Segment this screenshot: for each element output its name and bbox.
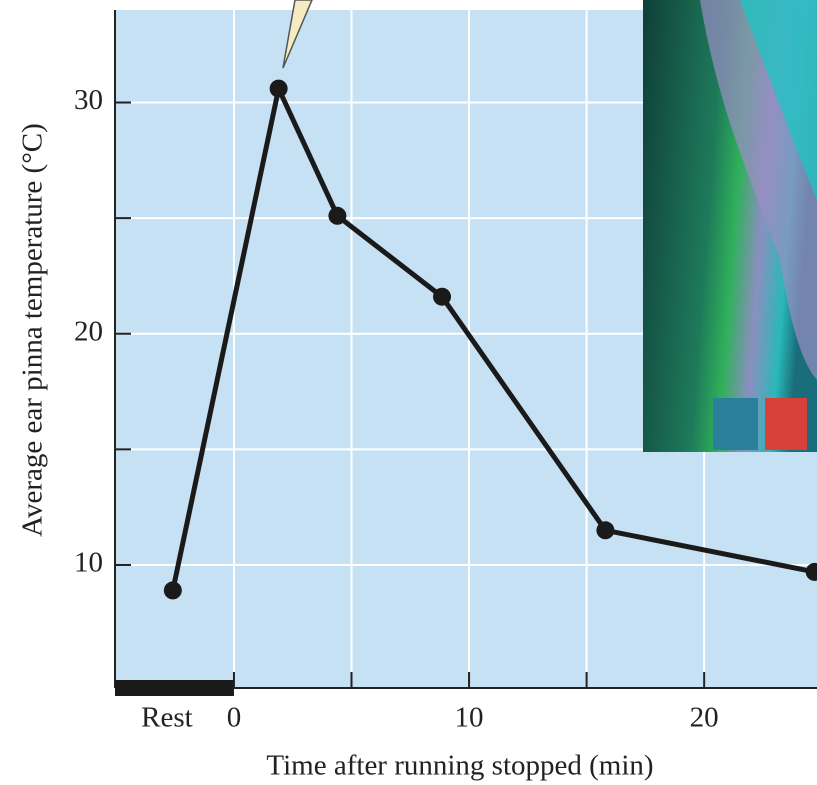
- inset-swatch: [765, 398, 807, 450]
- data-line: [170, 86, 816, 591]
- inset-region: [740, 0, 817, 200]
- rest-bar: [115, 680, 234, 696]
- data-point: [328, 206, 347, 225]
- callout-pointer: [282, 0, 313, 69]
- data-point: [433, 287, 452, 306]
- y-axis-label: Average ear pinna temperature (°C): [17, 123, 49, 537]
- y-tick-label: 30: [74, 84, 103, 116]
- data-point: [805, 562, 817, 581]
- x-tick-label: 0: [227, 702, 242, 734]
- thermal-inset: [643, 0, 817, 452]
- y-tick-label: 10: [74, 547, 103, 579]
- y-tick-label: 20: [74, 315, 103, 347]
- data-point: [596, 521, 615, 540]
- x-tick-label: 10: [455, 702, 484, 734]
- data-point: [163, 581, 182, 600]
- data-point: [269, 79, 288, 98]
- inset-swatch: [713, 398, 758, 450]
- x-axis-label: Time after running stopped (min): [266, 750, 653, 782]
- x-tick-label: 20: [690, 702, 719, 734]
- x-tick-label: Rest: [141, 702, 193, 734]
